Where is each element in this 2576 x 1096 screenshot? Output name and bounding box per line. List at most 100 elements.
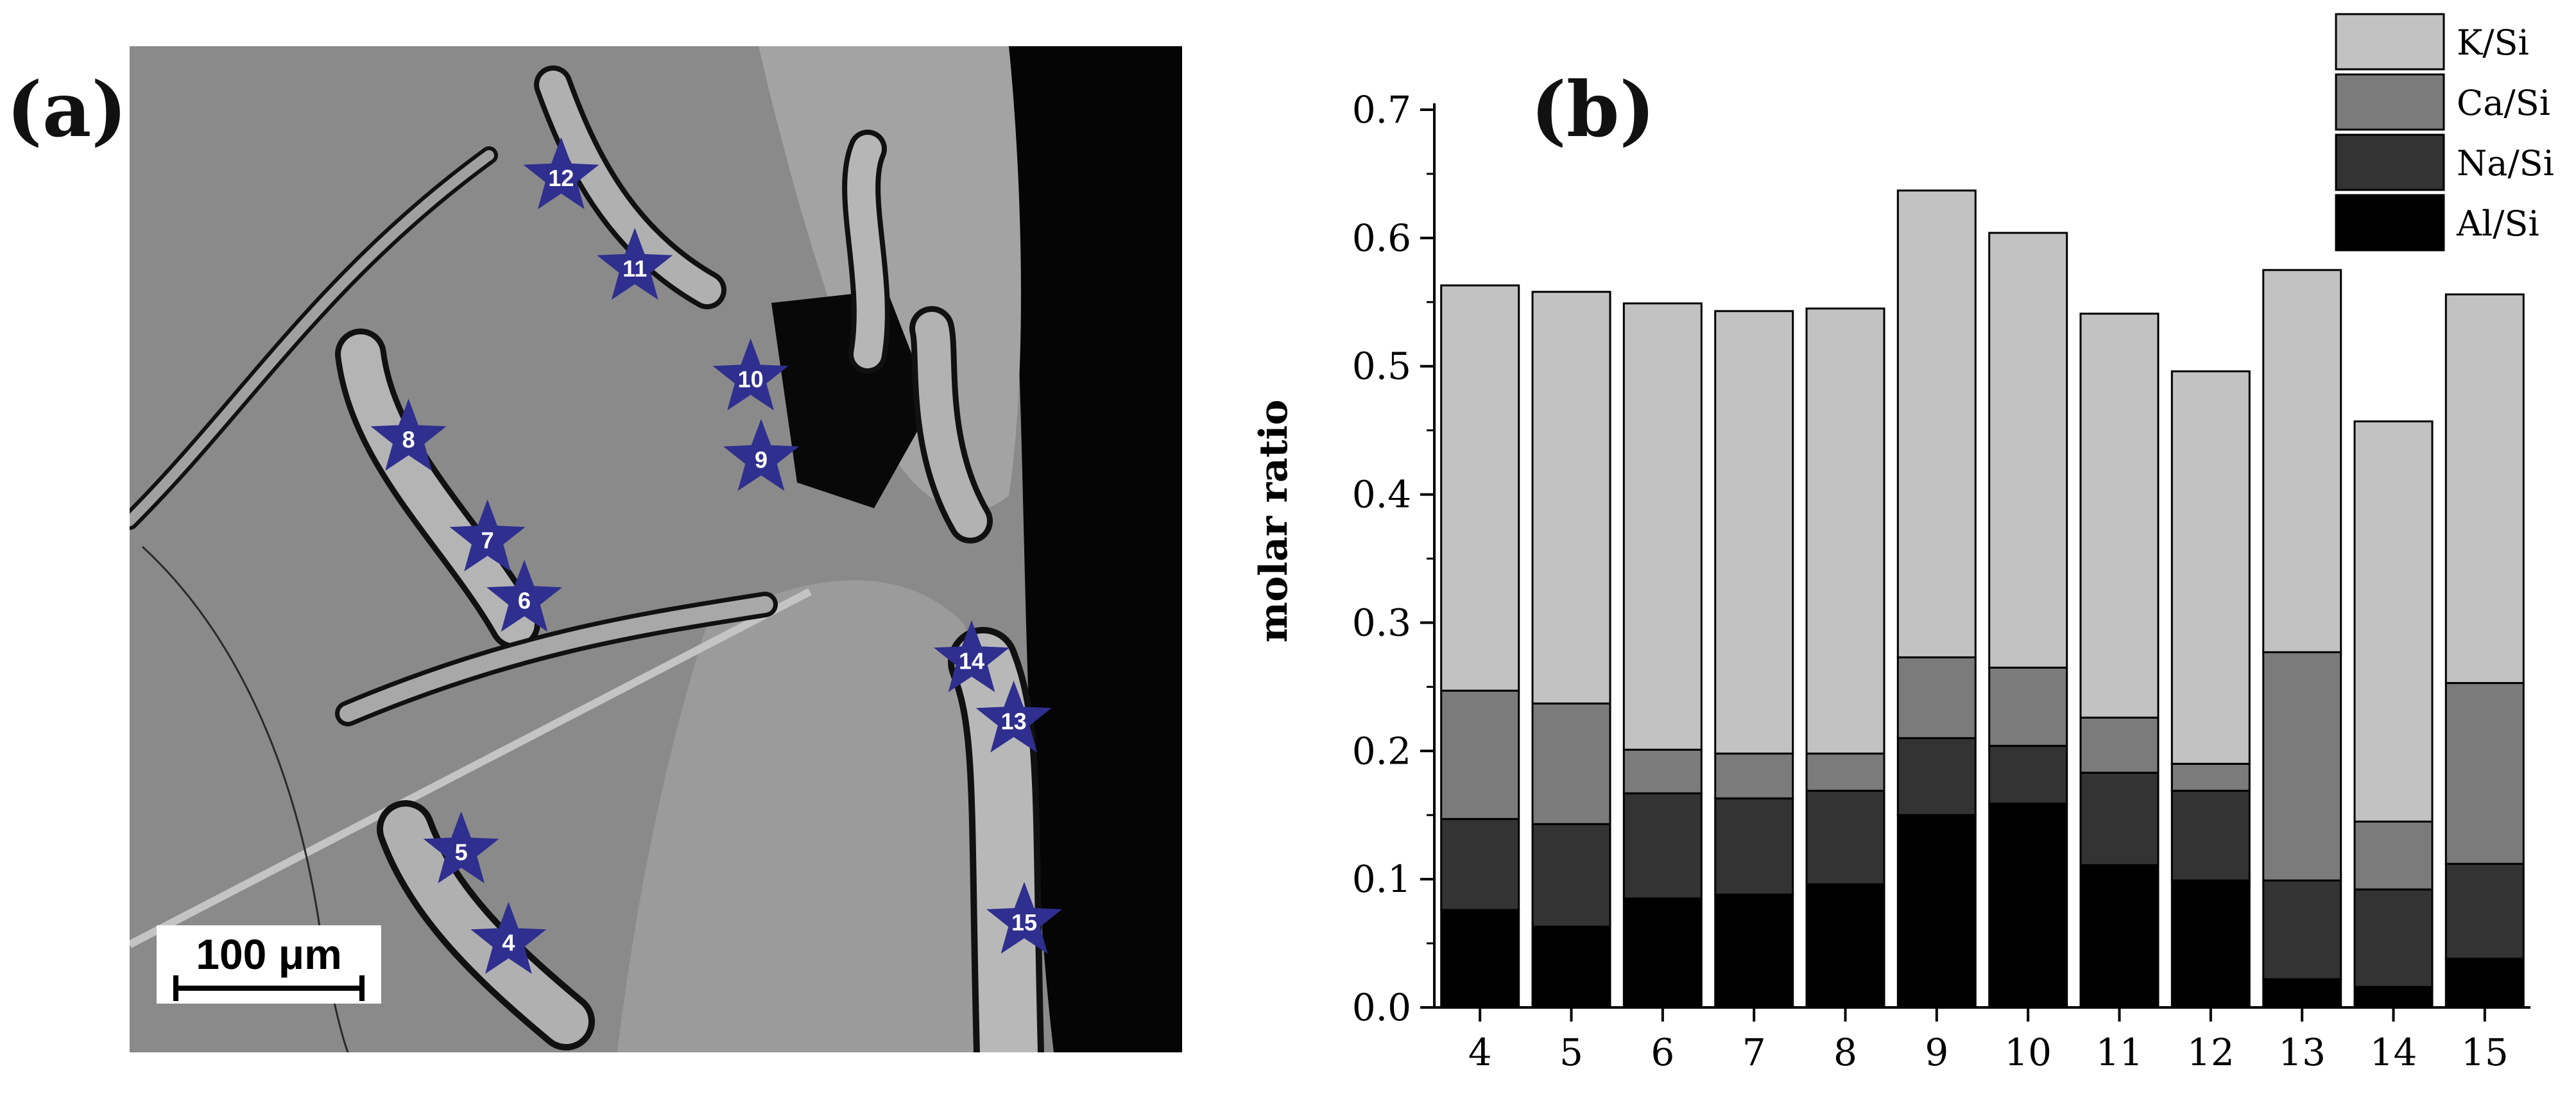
x-tick-label: 13 — [2278, 1031, 2326, 1074]
star-marker: 8 — [370, 398, 447, 471]
legend-label: Al/Si — [2456, 203, 2539, 244]
star-icon — [523, 137, 599, 209]
star-marker: 11 — [597, 228, 673, 300]
bar-segment-k-si — [1988, 232, 2068, 669]
legend: K/Si Ca/Si Na/Si Al/Si — [2335, 13, 2554, 252]
bar-stack — [2353, 420, 2434, 1009]
bar-segment-k-si — [2444, 293, 2525, 684]
dark-pore — [771, 290, 932, 508]
star-icon — [449, 499, 526, 572]
legend-entry: Ca/Si — [2335, 73, 2550, 131]
y-tick-label: 0.7 — [1352, 88, 1411, 132]
star-marker-label: 12 — [548, 165, 574, 191]
x-tick-label: 6 — [1651, 1031, 1674, 1074]
x-tick-label: 15 — [2461, 1031, 2509, 1074]
dark-region — [1009, 46, 1182, 1052]
x-tick-label: 5 — [1559, 1031, 1583, 1074]
legend-entry: K/Si — [2335, 13, 2529, 71]
star-icon — [423, 811, 499, 884]
bar-segment-al-si — [2444, 957, 2525, 1009]
bar-stack — [2444, 293, 2525, 1009]
x-tick-label: 12 — [2187, 1031, 2235, 1074]
star-marker: 4 — [470, 902, 547, 974]
bar-segment-al-si — [1440, 909, 1520, 1009]
legend-swatch — [2335, 73, 2445, 131]
star-icon — [934, 620, 1009, 692]
bar-segment-na-si — [2353, 888, 2434, 988]
bar-stack — [1714, 310, 1794, 1009]
legend-entry: Na/Si — [2335, 133, 2554, 191]
panel-label-b: (b) — [1531, 65, 1656, 154]
bar-stack — [2170, 370, 2251, 1009]
bar-segment-na-si — [1440, 818, 1520, 911]
star-marker: 12 — [523, 137, 599, 209]
bar-stack — [2262, 269, 2342, 1009]
bar-segment-ca-si — [1440, 689, 1520, 820]
star-marker-label: 5 — [455, 839, 468, 865]
legend-swatch — [2335, 194, 2445, 252]
bar-stack — [1988, 232, 2068, 1009]
marker-layer: 12 11 10 9 8 7 6 14 13 5 4 15 — [370, 137, 1062, 974]
legend-swatch — [2335, 13, 2445, 71]
x-tick-label: 4 — [1468, 1031, 1492, 1074]
bar-segment-ca-si — [2170, 762, 2251, 792]
bar-segment-al-si — [2262, 978, 2342, 1009]
bar-segment-k-si — [1622, 302, 1703, 751]
bar-segment-al-si — [2170, 879, 2251, 1009]
x-tick-label: 14 — [2370, 1031, 2417, 1074]
panel-label-a: (a) — [6, 65, 128, 154]
star-marker: 9 — [723, 418, 799, 491]
y-tick-label: 0.2 — [1352, 729, 1411, 773]
legend-entry: Al/Si — [2335, 194, 2539, 252]
bar-stack — [2079, 313, 2160, 1009]
bar-segment-k-si — [2262, 269, 2342, 653]
star-marker-label: 10 — [738, 366, 764, 392]
bar-segment-k-si — [1714, 310, 1794, 755]
star-icon — [486, 560, 562, 632]
bar-segment-ca-si — [2353, 820, 2434, 891]
star-marker: 15 — [986, 882, 1062, 954]
bar-segment-al-si — [1988, 802, 2068, 1009]
bar-segment-na-si — [2170, 789, 2251, 882]
star-marker-label: 13 — [1001, 708, 1027, 735]
bar-segment-na-si — [1805, 789, 1885, 886]
star-marker-label: 15 — [1011, 909, 1037, 936]
bar-segment-ca-si — [1805, 752, 1885, 792]
bar-segment-al-si — [1805, 883, 1885, 1009]
bar-segment-al-si — [1714, 893, 1794, 1009]
bar-segment-ca-si — [1622, 748, 1703, 794]
bar-segment-ca-si — [2079, 716, 2160, 774]
bar-segment-al-si — [2079, 864, 2160, 1009]
bar-segment-ca-si — [1531, 702, 1611, 825]
star-marker: 14 — [934, 620, 1009, 692]
bar-segment-ca-si — [1714, 752, 1794, 800]
x-tick-label: 8 — [1833, 1031, 1857, 1074]
y-tick-label: 0.5 — [1352, 345, 1411, 388]
star-marker-label: 8 — [402, 427, 415, 453]
scale-bar-label: 100 μm — [196, 930, 342, 978]
star-marker-label: 14 — [959, 647, 984, 674]
legend-swatch — [2335, 133, 2445, 191]
bar-segment-na-si — [1531, 823, 1611, 928]
bar-stack — [1622, 302, 1703, 1009]
bar-segment-na-si — [1988, 744, 2068, 805]
y-tick-label: 0.4 — [1352, 473, 1411, 517]
star-icon — [597, 228, 673, 300]
bar-segment-na-si — [1714, 797, 1794, 896]
bar-segment-ca-si — [2262, 651, 2342, 882]
star-marker: 13 — [975, 680, 1052, 753]
bar-segment-k-si — [2170, 370, 2251, 765]
bars-layer — [1440, 189, 2525, 1009]
legend-label: Ca/Si — [2457, 83, 2550, 123]
axes-layer: 0.0 0.1 0.2 0.3 0.4 0.5 0.6 0.7 4 5 6 7 8 9 10 11 12 13 14… — [1352, 88, 2530, 1074]
sem-micrograph: 12 11 10 9 8 7 6 14 13 5 4 15 100 μm — [130, 46, 1182, 1052]
star-marker-label: 4 — [502, 930, 515, 956]
bar-segment-k-si — [2079, 313, 2160, 719]
star-marker-label: 11 — [623, 255, 647, 282]
star-marker-label: 6 — [518, 587, 531, 613]
star-icon — [723, 418, 799, 491]
bar-segment-al-si — [2353, 986, 2434, 1009]
x-tick-label: 11 — [2096, 1031, 2143, 1074]
star-icon — [470, 902, 547, 974]
bar-segment-al-si — [1531, 925, 1611, 1009]
